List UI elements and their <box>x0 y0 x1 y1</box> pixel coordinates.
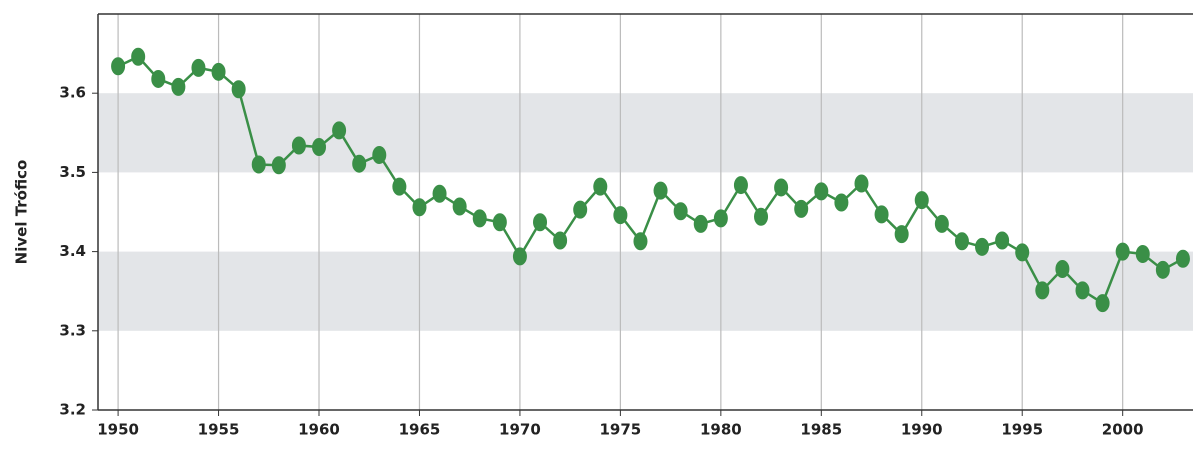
marker <box>472 209 487 228</box>
marker <box>1095 294 1110 313</box>
marker <box>312 138 327 157</box>
x-tick-label: 2000 <box>1102 421 1144 439</box>
marker <box>332 121 347 140</box>
marker <box>854 174 869 193</box>
x-tick-label: 1975 <box>600 421 642 439</box>
marker <box>754 207 769 226</box>
marker <box>1035 281 1050 300</box>
y-axis-label: Nivel Trófico <box>13 160 31 265</box>
marker <box>1135 244 1150 263</box>
marker <box>874 205 889 224</box>
x-tick-label: 1970 <box>499 421 541 439</box>
marker <box>432 184 447 203</box>
marker <box>673 202 688 221</box>
x-tick-label: 1980 <box>700 421 742 439</box>
marker <box>774 178 789 197</box>
marker <box>713 209 728 228</box>
x-tick-label: 1960 <box>298 421 340 439</box>
marker <box>733 176 748 195</box>
marker <box>995 231 1010 250</box>
marker <box>251 155 266 174</box>
y-tick-label: 3.2 <box>59 401 86 419</box>
marker <box>271 156 286 175</box>
x-tick-label: 1965 <box>399 421 441 439</box>
marker <box>392 177 407 196</box>
marker <box>613 206 628 225</box>
marker <box>1175 249 1190 268</box>
marker <box>512 247 527 266</box>
marker <box>975 237 990 256</box>
marker <box>452 197 467 216</box>
x-tick-label: 1990 <box>901 421 943 439</box>
x-tick-label: 1950 <box>97 421 139 439</box>
marker <box>211 62 226 81</box>
marker <box>894 225 909 244</box>
marker <box>1015 243 1030 262</box>
marker <box>1055 260 1070 279</box>
x-tick-label: 1985 <box>800 421 842 439</box>
marker <box>814 182 829 201</box>
marker <box>191 58 206 77</box>
marker <box>352 154 367 173</box>
marker <box>151 69 166 88</box>
marker <box>1075 281 1090 300</box>
marker <box>633 232 648 251</box>
marker <box>834 193 849 212</box>
marker <box>492 213 507 232</box>
y-tick-label: 3.3 <box>59 321 86 339</box>
marker <box>914 191 929 210</box>
marker <box>794 199 809 218</box>
marker <box>1115 242 1130 261</box>
marker <box>412 198 427 217</box>
marker <box>171 77 186 96</box>
y-tick-label: 3.5 <box>59 163 86 181</box>
marker <box>653 181 668 200</box>
marker <box>131 47 146 66</box>
marker <box>372 145 387 164</box>
x-tick-label: 1995 <box>1001 421 1043 439</box>
marker <box>291 136 306 155</box>
marker <box>573 200 588 219</box>
marker <box>553 231 568 250</box>
grid-band <box>98 251 1193 331</box>
y-tick-label: 3.4 <box>59 242 86 260</box>
y-tick-label: 3.6 <box>59 84 86 102</box>
x-tick-label: 1955 <box>198 421 240 439</box>
marker <box>111 57 126 76</box>
marker <box>1155 260 1170 279</box>
marker <box>693 214 708 233</box>
marker <box>231 80 246 99</box>
marker <box>954 232 969 251</box>
marker <box>934 214 949 233</box>
marker <box>533 213 548 232</box>
marker <box>593 177 608 196</box>
